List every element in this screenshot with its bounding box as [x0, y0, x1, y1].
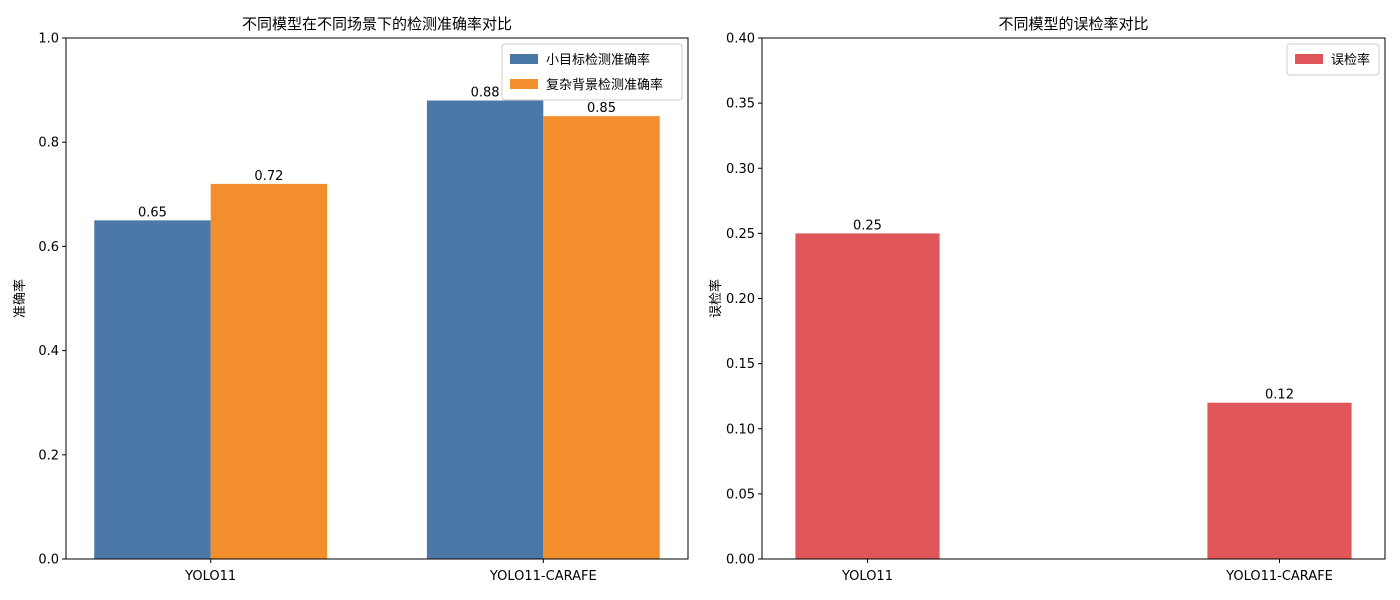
- chart-panel-1: 0.65 0.88 0.72 0.85 0.0 0.2 0.4 0.6 0.8 1.0 YOLO11…: [12, 15, 689, 584]
- y-axis-label: 误检率: [708, 279, 724, 318]
- y-tick-label: 0.4: [38, 344, 59, 359]
- y-tick-label: 0.40: [726, 32, 755, 47]
- y-tick-label: 0.8: [38, 136, 59, 151]
- legend-entry: 小目标检测准确率: [546, 52, 650, 68]
- legend-box: [501, 43, 683, 101]
- y-tick-label: 0.00: [726, 553, 755, 568]
- bar-1-1-1: [94, 220, 211, 559]
- y-tick-label: 0.20: [726, 292, 755, 307]
- bar-value-label: 0.12: [1265, 388, 1294, 403]
- x-tick-label: YOLO11: [841, 569, 893, 584]
- y-tick-label: 0.15: [726, 357, 755, 372]
- y-tick-label: 1.0: [38, 32, 59, 47]
- bar-value-label: 0.72: [254, 169, 283, 184]
- legend-swatch: [510, 79, 538, 89]
- legend-swatch: [1295, 54, 1323, 64]
- y-tick-label: 0.10: [726, 422, 755, 437]
- bar-value-label: 0.65: [138, 205, 167, 220]
- y-tick-label: 0.2: [38, 448, 59, 463]
- bar-2-1-2: [1207, 402, 1352, 559]
- bar-value-label: 0.25: [853, 218, 882, 233]
- legend-entry: 误检率: [1331, 52, 1370, 68]
- y-tick-label: 0.25: [726, 227, 755, 242]
- y-axis-label: 准确率: [12, 279, 28, 318]
- y-tick-label: 0.0: [38, 553, 59, 568]
- x-tick-label: YOLO11-CARAFE: [1225, 569, 1333, 584]
- legend: 误检率: [1286, 43, 1380, 76]
- legend-box: [1286, 43, 1380, 76]
- chart-panel-2: 0.25 0.12 0.00 0.05 0.10 0.15 0.20 0.25 0.30 0.35…: [708, 15, 1386, 584]
- axes-frame: [65, 37, 689, 560]
- x-tick-label: YOLO11: [184, 569, 236, 584]
- y-tick-label: 0.30: [726, 162, 755, 177]
- chart-title: 不同模型在不同场景下的检测准确率对比: [242, 15, 512, 33]
- chart-title: 不同模型的误检率对比: [998, 15, 1148, 33]
- bar-1-2-1: [210, 183, 328, 559]
- bar-1-1-2: [426, 100, 544, 560]
- bar-2-1-1: [795, 233, 940, 560]
- y-tick-label: 0.6: [38, 240, 59, 255]
- legend-swatch: [510, 54, 538, 64]
- bar-1-2-2: [543, 116, 660, 560]
- bar-value-label: 0.88: [471, 86, 500, 101]
- y-tick-label: 0.35: [726, 97, 755, 112]
- legend-entry: 复杂背景检测准确率: [546, 77, 663, 93]
- y-tick-label: 0.05: [726, 487, 755, 502]
- x-tick-label: YOLO11-CARAFE: [489, 569, 597, 584]
- bar-value-label: 0.85: [587, 101, 616, 116]
